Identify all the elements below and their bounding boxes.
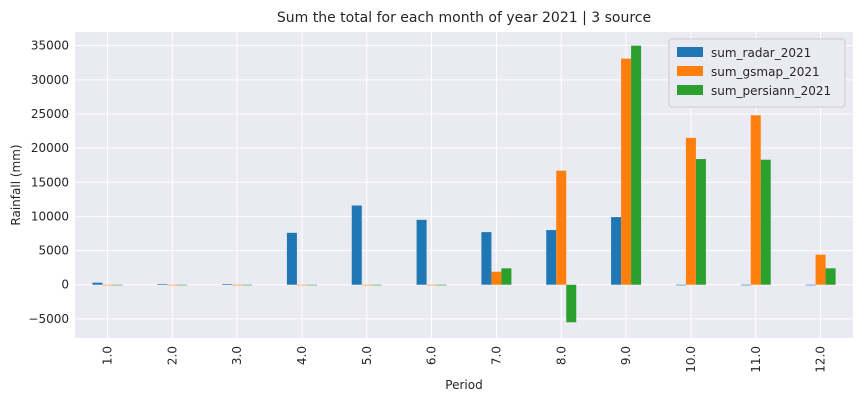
y-tick-label: 0: [61, 278, 69, 292]
grid-lines: [75, 32, 853, 338]
y-axis-label: Rainfall (mm): [9, 144, 23, 225]
bar-sum_gsmap_2021: [102, 284, 113, 286]
x-tick-label: 8.0: [554, 346, 568, 365]
bar-sum_gsmap_2021: [556, 170, 567, 285]
y-tick-label: 30000: [31, 73, 69, 87]
bar-sum_gsmap_2021: [491, 271, 502, 285]
bar-sum_radar_2021: [286, 232, 297, 285]
x-tick-label: 4.0: [295, 346, 309, 365]
x-tick-label: 7.0: [489, 346, 503, 365]
bars: [92, 45, 836, 323]
x-tick-label: 2.0: [165, 346, 179, 365]
legend-box: [668, 38, 846, 108]
bar-sum_gsmap_2021: [426, 284, 437, 286]
x-tick-label: 1.0: [100, 346, 114, 365]
y-tick-label: 20000: [31, 141, 69, 155]
bar-sum_radar_2021: [222, 284, 233, 285]
legend-swatch: [677, 85, 703, 95]
bar-sum_persiann_2021: [760, 159, 771, 285]
y-tick-label: 35000: [31, 39, 69, 53]
bar-sum_persiann_2021: [566, 284, 577, 323]
y-tick-label: 25000: [31, 107, 69, 121]
y-tick-labels: −5000 0 5000 10000 15000 20000 25000 30000 35000: [28, 39, 69, 326]
bar-sum_gsmap_2021: [685, 137, 696, 285]
bar-sum_radar_2021: [351, 205, 362, 285]
x-tick-labels: 1.0 2.0 3.0 4.0 5.0 6.0 7.0 8.0 9.0 10.0 11.0 12.0: [100, 346, 827, 373]
x-tick-label: 9.0: [619, 346, 633, 365]
bar-sum_persiann_2021: [242, 284, 253, 286]
bar-sum_radar_2021: [611, 217, 622, 285]
bar-sum_gsmap_2021: [296, 284, 307, 286]
y-tick-label: 5000: [38, 244, 69, 258]
y-tick-label: 15000: [31, 175, 69, 189]
x-tick-label: 6.0: [425, 346, 439, 365]
bar-sum_persiann_2021: [306, 284, 317, 286]
bar-sum_persiann_2021: [436, 284, 447, 286]
bar-sum_radar_2021: [546, 230, 557, 285]
x-tick-label: 10.0: [684, 346, 698, 373]
legend: sum_radar_2021 sum_gsmap_2021 sum_persiann…: [668, 38, 846, 108]
bar-sum_persiann_2021: [177, 284, 188, 286]
bar-sum_radar_2021: [805, 284, 816, 286]
bar-sum_persiann_2021: [371, 284, 382, 286]
bar-sum_radar_2021: [92, 282, 103, 285]
x-tick-label: 11.0: [749, 346, 763, 373]
bar-sum_persiann_2021: [631, 45, 642, 285]
bar-sum_radar_2021: [481, 232, 492, 285]
bar-sum_persiann_2021: [501, 268, 512, 285]
bar-sum_gsmap_2021: [750, 115, 761, 285]
x-axis-label: Period: [445, 378, 482, 392]
bar-sum_radar_2021: [740, 284, 751, 286]
legend-label: sum_gsmap_2021: [711, 65, 820, 79]
bar-sum_radar_2021: [675, 284, 686, 286]
legend-swatch: [677, 66, 703, 76]
bar-sum_persiann_2021: [825, 268, 836, 285]
legend-swatch: [677, 47, 703, 57]
bar-sum_persiann_2021: [112, 284, 123, 286]
x-tick-label: 5.0: [360, 346, 374, 365]
bar-sum_radar_2021: [157, 284, 168, 285]
legend-label: sum_radar_2021: [711, 46, 811, 60]
legend-label: sum_persiann_2021: [711, 84, 831, 98]
bar-sum_gsmap_2021: [361, 284, 372, 286]
chart-title: Sum the total for each month of year 202…: [277, 10, 651, 26]
bar-sum_gsmap_2021: [167, 284, 178, 286]
bar-sum_persiann_2021: [695, 159, 706, 285]
x-tick-label: 3.0: [230, 346, 244, 365]
bar-sum_gsmap_2021: [621, 58, 632, 285]
bar-sum_radar_2021: [416, 219, 427, 285]
bar-sum_gsmap_2021: [815, 254, 826, 285]
x-tick-label: 12.0: [814, 346, 828, 373]
y-tick-label: 10000: [31, 209, 69, 223]
y-tick-label: −5000: [28, 312, 69, 326]
bar-sum_gsmap_2021: [232, 284, 243, 286]
